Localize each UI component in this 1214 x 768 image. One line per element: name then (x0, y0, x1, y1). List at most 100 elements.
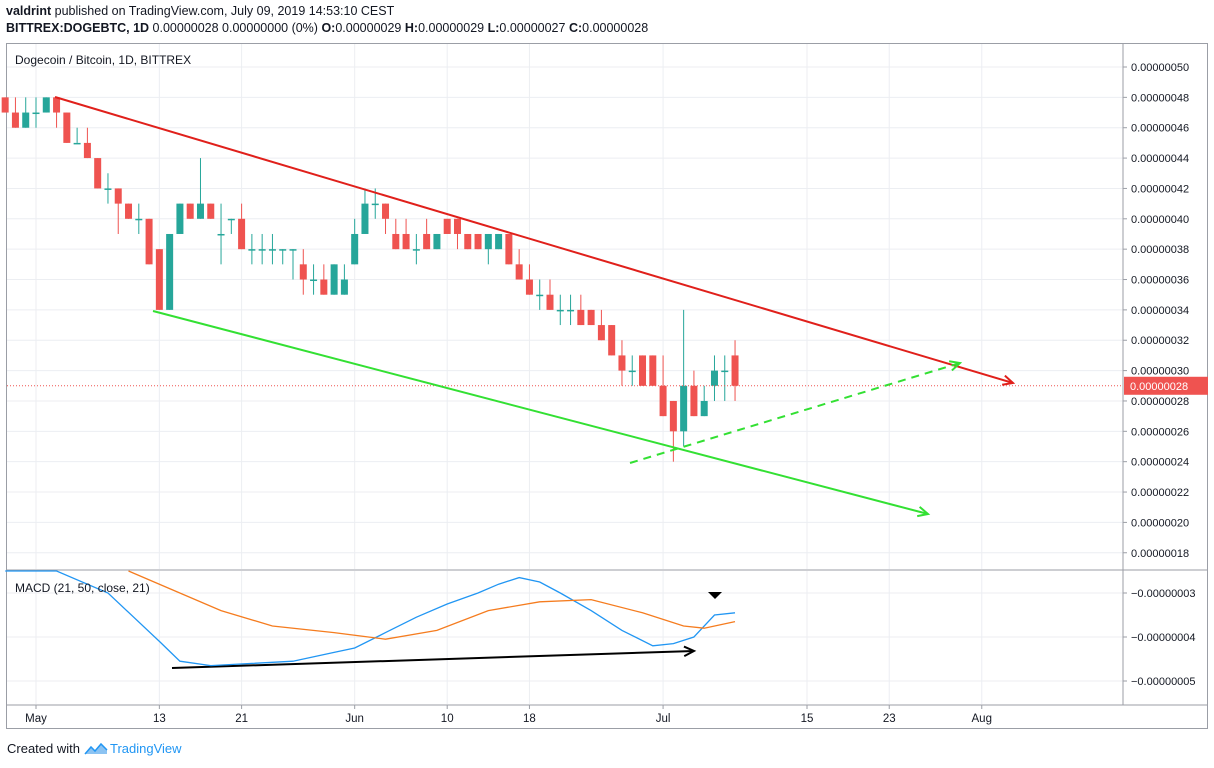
candle-down[interactable] (453, 218, 461, 250)
candle-down[interactable] (515, 249, 523, 280)
candle-down[interactable] (639, 355, 647, 386)
candle-up[interactable] (536, 279, 544, 310)
open-label: O: (321, 21, 336, 35)
candle-body (238, 218, 246, 250)
candle-up[interactable] (556, 294, 564, 326)
candle-down[interactable] (731, 340, 739, 401)
candle-up[interactable] (310, 264, 318, 295)
time-axis[interactable]: May 13 21 Jun 10 18 Jul 15 23 Aug (25, 705, 992, 725)
candle-down[interactable] (83, 127, 91, 159)
candle-up[interactable] (351, 218, 359, 265)
candle-up[interactable] (289, 249, 297, 280)
candle-down[interactable] (155, 249, 163, 310)
candle-up[interactable] (710, 355, 718, 401)
candle-down[interactable] (546, 279, 554, 310)
candle-up[interactable] (495, 233, 503, 250)
candle-body (525, 279, 533, 295)
candle-down[interactable] (186, 203, 194, 219)
candle-body (268, 249, 276, 251)
time-tick-label: 13 (153, 713, 166, 725)
candle-down[interactable] (649, 355, 657, 386)
candle-down[interactable] (587, 309, 595, 326)
candle-up[interactable] (258, 233, 266, 265)
candle-down[interactable] (207, 203, 215, 219)
candle-up[interactable] (279, 249, 287, 265)
candle-up[interactable] (217, 203, 225, 265)
candle-down[interactable] (320, 264, 328, 295)
candle-down[interactable] (145, 218, 153, 265)
candle-up[interactable] (42, 97, 50, 113)
resistance-trendline[interactable] (54, 96, 1016, 386)
candle-down[interactable] (402, 218, 410, 250)
candle-down[interactable] (94, 158, 102, 189)
candle-down[interactable] (114, 188, 122, 234)
tradingview-brand[interactable]: TradingView (109, 741, 182, 756)
candle-down[interactable] (618, 340, 626, 386)
candle-down[interactable] (597, 309, 605, 341)
candle-up[interactable] (268, 233, 276, 265)
author-name[interactable]: valdrint (6, 4, 52, 18)
candle-body (42, 97, 50, 113)
candle-up[interactable] (721, 355, 729, 401)
candle-up[interactable] (248, 233, 256, 265)
candle-down[interactable] (53, 97, 61, 128)
candle-down[interactable] (659, 355, 667, 417)
candle-body (597, 325, 605, 341)
candle-up[interactable] (104, 173, 112, 204)
time-tick-label: Jul (656, 713, 671, 725)
candle-up[interactable] (166, 233, 174, 310)
candle-body (227, 218, 235, 221)
candle-up[interactable] (700, 385, 708, 417)
macd-axis[interactable]: −0.00000003 −0.00000004 −0.00000005 (1123, 588, 1196, 688)
candle-down[interactable] (125, 203, 133, 219)
price-axis[interactable]: 0.00000050 0.00000048 0.00000046 0.00000044… (1123, 62, 1189, 560)
candle-down[interactable] (63, 112, 71, 143)
rising-support-trendline[interactable] (629, 360, 963, 464)
price-tick-label: 0.00000036 (1131, 275, 1189, 287)
candle-up[interactable] (628, 355, 636, 386)
candle-up[interactable] (567, 294, 575, 326)
candle-down[interactable] (11, 97, 19, 128)
candle-down[interactable] (392, 218, 400, 250)
candle-down[interactable] (690, 370, 698, 417)
tradingview-logo-icon (84, 742, 108, 754)
candle-up[interactable] (196, 158, 204, 219)
candle-down[interactable] (608, 325, 616, 356)
candle-up[interactable] (340, 264, 348, 295)
support-trendline[interactable] (152, 310, 931, 518)
candle-up[interactable] (22, 97, 30, 128)
candle-down[interactable] (443, 218, 451, 234)
candle-down[interactable] (577, 294, 585, 326)
candle-up[interactable] (135, 203, 143, 234)
candle-down[interactable] (464, 233, 472, 250)
candle-down[interactable] (474, 233, 482, 250)
open-value: 0.00000029 (335, 21, 402, 35)
high-label: H: (404, 21, 419, 35)
candle-down[interactable] (299, 249, 307, 295)
candle-down[interactable] (669, 400, 677, 462)
candle-up[interactable] (361, 188, 369, 234)
macd-divergence-trendline[interactable] (171, 645, 697, 669)
candle-down[interactable] (505, 233, 513, 265)
price-tick-label: 0.00000038 (1131, 244, 1189, 256)
down-triangle-marker-icon (708, 592, 722, 599)
candle-up[interactable] (330, 264, 338, 295)
candle-down[interactable] (1, 97, 9, 113)
candle-up[interactable] (176, 203, 184, 234)
candle-up[interactable] (32, 97, 40, 128)
candle-down[interactable] (238, 203, 246, 250)
candle-down[interactable] (382, 203, 390, 234)
candle-up[interactable] (680, 309, 688, 447)
candle-up[interactable] (227, 218, 235, 234)
candle-up[interactable] (433, 233, 441, 250)
candle-body (577, 309, 585, 326)
candle-up[interactable] (412, 233, 420, 265)
candle-down[interactable] (423, 218, 431, 250)
candle-down[interactable] (525, 264, 533, 295)
candle-up[interactable] (484, 233, 492, 265)
candle-up[interactable] (73, 127, 81, 145)
candle-body (402, 233, 410, 250)
time-tick-label: Jun (345, 713, 364, 725)
price-tick-label: 0.00000022 (1131, 487, 1189, 499)
